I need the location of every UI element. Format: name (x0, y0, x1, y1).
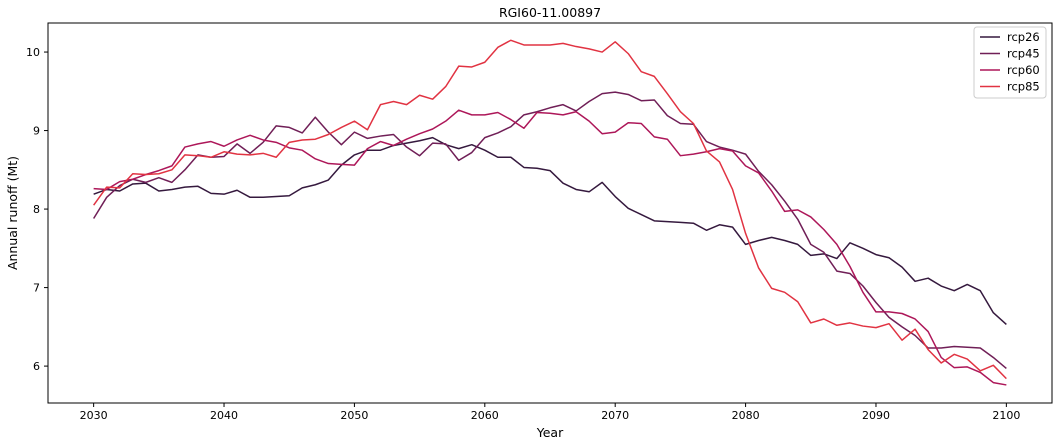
y-tick-label: 8 (33, 203, 40, 216)
series-line-rcp60 (93, 109, 1007, 386)
legend-label-rcp60: rcp60 (1007, 63, 1040, 77)
x-tick-label: 2050 (340, 409, 368, 422)
x-axis-label: Year (536, 425, 564, 440)
y-axis: 6 7 8 9 10 (26, 46, 48, 373)
series-line-rcp85 (93, 39, 1007, 380)
x-axis: 2030 2040 2050 2060 2070 2080 2090 2100 (80, 403, 1020, 422)
x-tick-label: 2040 (210, 409, 238, 422)
x-tick-label: 2090 (862, 409, 890, 422)
legend: rcp26 rcp45 rcp60 rcp85 (973, 26, 1047, 99)
x-tick-label: 2070 (601, 409, 629, 422)
y-axis-label: Annual runoff (Mt) (5, 156, 20, 270)
legend-label-rcp26: rcp26 (1007, 30, 1040, 44)
legend-label-rcp85: rcp85 (1007, 80, 1040, 94)
plot-frame (47, 22, 1053, 404)
x-tick-label: 2060 (471, 409, 499, 422)
legend-box (973, 26, 1047, 99)
x-tick-label: 2100 (992, 409, 1020, 422)
chart-title: RGI60-11.00897 (499, 5, 601, 20)
y-tick-label: 10 (26, 46, 40, 59)
y-tick-label: 6 (33, 360, 40, 373)
y-tick-label: 7 (33, 282, 40, 295)
plot-lines (93, 39, 1007, 386)
x-tick-label: 2030 (80, 409, 108, 422)
y-tick-label: 9 (33, 125, 40, 138)
legend-label-rcp45: rcp45 (1007, 47, 1040, 61)
series-line-rcp26 (93, 136, 1007, 326)
series-line-rcp45 (93, 91, 1007, 370)
x-tick-label: 2080 (732, 409, 760, 422)
